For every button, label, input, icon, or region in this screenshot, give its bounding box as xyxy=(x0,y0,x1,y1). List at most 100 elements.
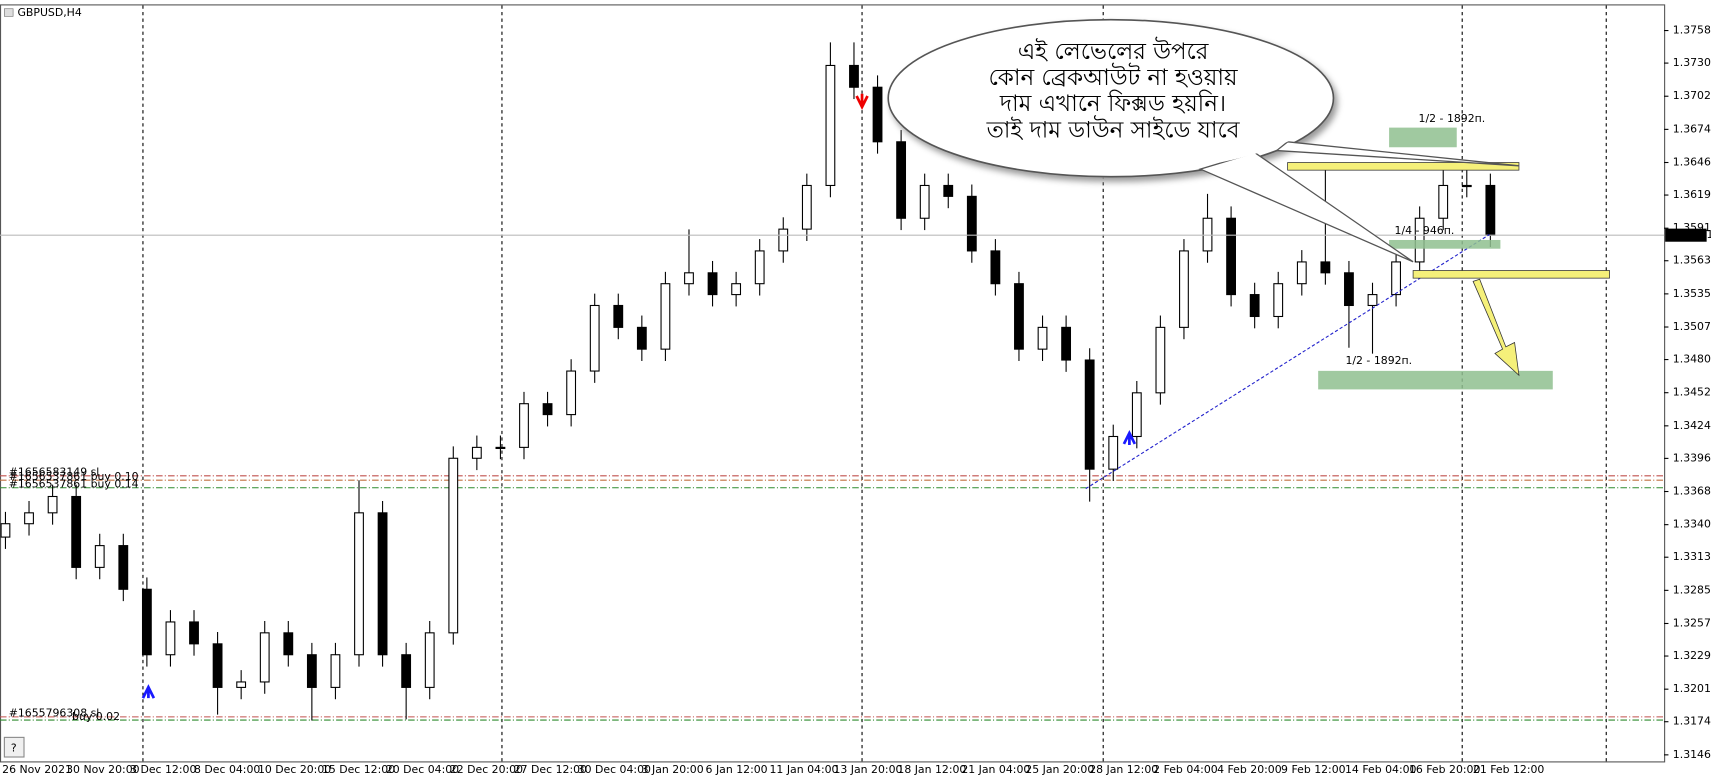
x-tick-label: 9 Feb 12:00 xyxy=(1281,763,1346,776)
plot-frame xyxy=(0,4,1666,763)
x-tick-label: 10 Dec 20:00 xyxy=(258,763,331,776)
candle-body xyxy=(424,632,435,688)
candle-body xyxy=(236,681,247,688)
order-label: #1656537861 buy 0.14 xyxy=(9,477,139,490)
candle-body xyxy=(118,545,129,590)
candle-body xyxy=(849,64,859,88)
candle-body xyxy=(542,403,553,416)
trend-line xyxy=(1085,234,1490,490)
candle-body xyxy=(919,184,930,219)
speech-bubble: এই লেভেলের উপরে কোন ব্রেকআউট না হওয়ায় … xyxy=(887,18,1520,263)
y-tick-label: 1.36745 xyxy=(1673,122,1711,135)
candle-body xyxy=(165,621,176,656)
resistance-bar xyxy=(1287,162,1520,171)
symbol-icon xyxy=(4,8,14,17)
candle-body xyxy=(1273,283,1284,318)
candle-body xyxy=(896,141,907,219)
x-tick-label: 15 Dec 12:00 xyxy=(322,763,395,776)
down-arrow xyxy=(1472,278,1520,377)
sell-arrow xyxy=(855,93,869,110)
candle-body xyxy=(519,403,529,448)
candle-body xyxy=(24,512,34,525)
candle-body xyxy=(1108,435,1119,470)
candle-body xyxy=(801,184,812,230)
y-tick-label: 1.32015 xyxy=(1673,682,1711,695)
x-tick-label: 3 Jan 20:00 xyxy=(642,763,704,776)
candle-body xyxy=(1320,261,1331,274)
last-price-box xyxy=(1665,228,1707,242)
candle-body xyxy=(825,64,836,187)
x-tick-label: 3 Dec 12:00 xyxy=(130,763,196,776)
y-tick-label: 1.34800 xyxy=(1673,353,1711,366)
candle-body xyxy=(1344,272,1354,307)
candle-body xyxy=(589,304,600,372)
chart-title: GBPUSD,H4 xyxy=(17,6,81,19)
x-tick-label: 21 Jan 04:00 xyxy=(961,763,1030,776)
candle-body xyxy=(1084,359,1095,470)
candle-body xyxy=(1202,217,1213,252)
y-tick-label: 1.36190 xyxy=(1673,188,1711,201)
candle-body xyxy=(1296,261,1307,285)
candle-body xyxy=(0,523,11,538)
candle-body xyxy=(731,283,742,296)
candle-body xyxy=(966,195,977,252)
candle-body xyxy=(189,621,199,645)
candle-body xyxy=(613,304,624,328)
bubble-line: এই লেভেলের উপরে xyxy=(1018,37,1209,65)
y-tick-label: 1.35355 xyxy=(1673,287,1711,300)
zone-label: 1/2 - 1892п. xyxy=(1419,112,1486,125)
x-tick-label: 16 Feb 20:00 xyxy=(1409,763,1481,776)
candle-body xyxy=(1249,294,1260,318)
candle-body xyxy=(1226,217,1237,296)
candle-body xyxy=(566,370,577,416)
candle-body xyxy=(259,632,270,683)
x-tick-label: 28 Jan 12:00 xyxy=(1089,763,1158,776)
help-button[interactable] xyxy=(3,736,25,758)
y-tick-label: 1.33130 xyxy=(1673,550,1711,563)
candle-body xyxy=(1131,392,1142,438)
candle-body xyxy=(283,632,294,656)
support-bar xyxy=(1412,270,1610,279)
x-tick-label: 21 Feb 12:00 xyxy=(1473,763,1545,776)
candle-body xyxy=(377,512,388,656)
x-tick-label: 20 Dec 04:00 xyxy=(386,763,459,776)
candle-body xyxy=(448,457,459,634)
candle-body xyxy=(990,250,1001,285)
order-label: #1655796308 sl xyxy=(9,707,100,720)
buy-arrow xyxy=(141,684,156,699)
candle-body xyxy=(684,272,694,285)
y-tick-label: 1.31460 xyxy=(1673,748,1711,761)
bubble-line: তাই দাম ডাউন সাইডে যাবে xyxy=(986,115,1241,143)
last-price-label: 1.35851 xyxy=(1668,228,1711,241)
help-icon: ? xyxy=(11,741,17,754)
candle-body xyxy=(330,654,341,688)
y-tick-label: 1.35075 xyxy=(1673,320,1711,333)
y-tick-label: 1.32570 xyxy=(1673,616,1711,629)
x-tick-label: 25 Jan 20:00 xyxy=(1025,763,1094,776)
candle-body xyxy=(471,446,482,459)
candle-body xyxy=(1367,294,1378,307)
bubble-line: দাম এখানে ফিক্সড হয়নি। xyxy=(999,90,1226,117)
candle-body xyxy=(212,643,223,688)
y-tick-label: 1.32850 xyxy=(1673,583,1711,596)
candle-body xyxy=(1155,326,1166,394)
candle-body xyxy=(94,545,105,568)
zone xyxy=(1318,370,1553,390)
zone xyxy=(1389,127,1457,148)
candle-body xyxy=(495,446,506,450)
x-tick-label: 13 Jan 20:00 xyxy=(833,763,902,776)
zone xyxy=(1389,239,1501,249)
buy-arrow xyxy=(1122,429,1137,446)
candle-body xyxy=(660,283,671,350)
candle-body xyxy=(306,654,317,688)
candle-body xyxy=(1391,261,1401,296)
y-tick-label: 1.34520 xyxy=(1673,386,1711,399)
x-tick-label: 4 Feb 20:00 xyxy=(1217,763,1282,776)
candle-body xyxy=(1037,326,1048,350)
x-tick-label: 30 Dec 04:00 xyxy=(578,763,651,776)
candle-body xyxy=(872,86,883,143)
candle-body xyxy=(1014,283,1024,350)
x-tick-label: 18 Jan 12:00 xyxy=(897,763,966,776)
candle-body xyxy=(71,495,82,568)
